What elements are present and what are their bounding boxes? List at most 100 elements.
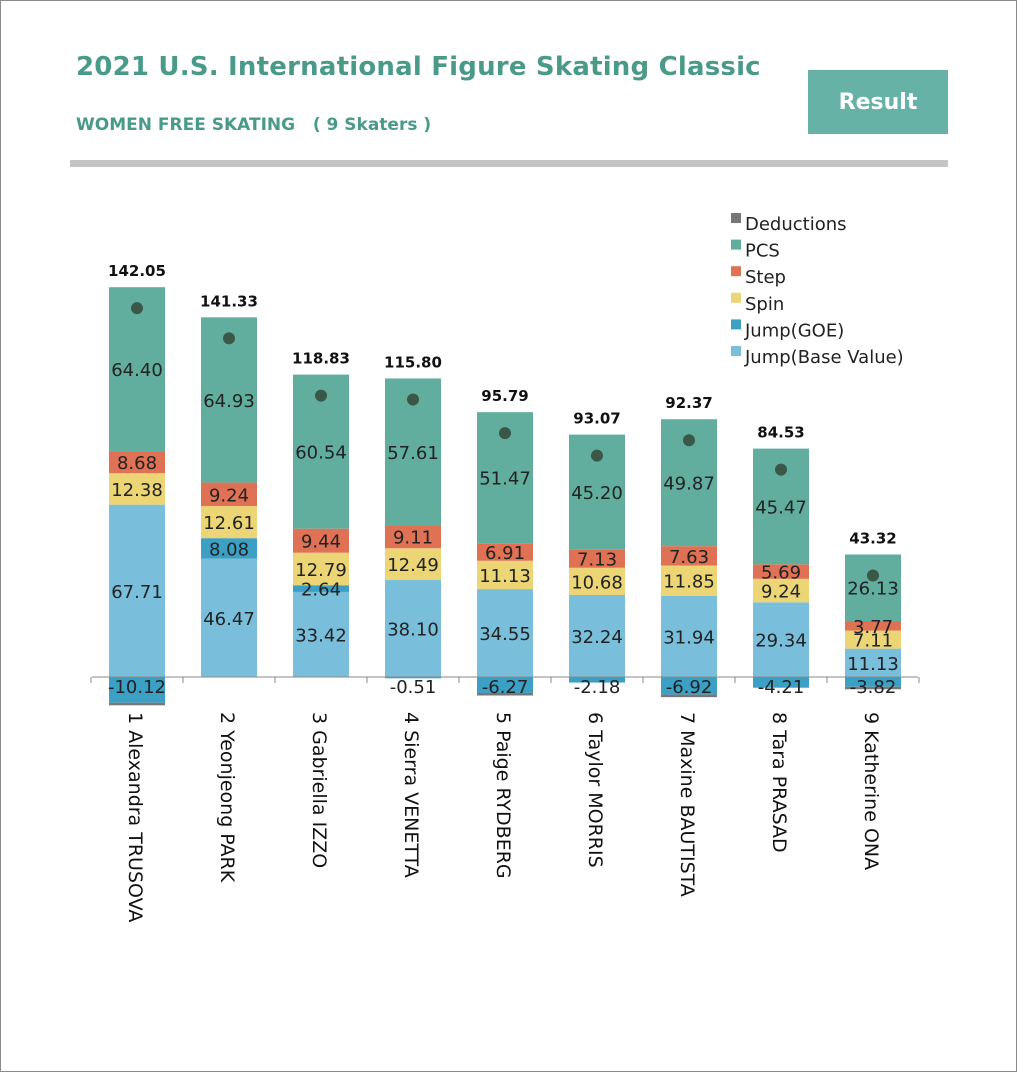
bar-spin-8	[753, 578, 809, 603]
category-label-3: 3 Gabriella IZZO	[308, 712, 330, 868]
total-marker-6	[591, 449, 603, 462]
label-jump-base-9: 11.13	[847, 654, 899, 675]
legend-label-deductions: Deductions	[745, 214, 847, 235]
bar-pcs-2	[201, 317, 257, 483]
total-marker-1	[131, 302, 143, 315]
bar-step-4	[385, 525, 441, 549]
bar-spin-3	[293, 552, 349, 586]
label-jump-base-2: 46.47	[203, 609, 255, 630]
bar-step-9	[845, 620, 901, 631]
label-pcs-6: 45.20	[571, 483, 623, 504]
bar-jump-goe-5	[477, 677, 533, 693]
bar-step-8	[753, 564, 809, 579]
label-jump-goe-2: 8.08	[209, 539, 249, 560]
bar-jump-goe-1	[109, 677, 165, 703]
label-jump-base-8: 29.34	[755, 631, 807, 652]
bar-spin-7	[661, 565, 717, 596]
legend-label-step: Step	[745, 267, 786, 288]
label-step-8: 5.69	[761, 563, 801, 584]
label-jump-goe-8: -4.21	[758, 677, 805, 698]
bar-spin-9	[845, 630, 901, 649]
label-pcs-9: 26.13	[847, 579, 899, 600]
legend-label-jump-goe: Jump(GOE)	[744, 320, 844, 341]
label-jump-base-4: 38.10	[387, 620, 439, 641]
bar-deductions-1	[109, 702, 165, 706]
bar-step-6	[569, 549, 625, 568]
category-label-8: 8 Tara PRASAD	[768, 712, 790, 853]
bar-pcs-9	[845, 554, 901, 621]
category-label-1: 1 Alexandra TRUSOVA	[124, 712, 146, 922]
legend-swatch-deductions	[731, 213, 741, 223]
bar-spin-5	[477, 560, 533, 590]
total-label-6: 93.07	[573, 410, 620, 428]
bar-jump-goe-3	[293, 585, 349, 592]
total-label-8: 84.53	[757, 424, 804, 442]
total-label-9: 43.32	[849, 529, 896, 547]
bar-jump-base-4	[385, 580, 441, 677]
label-spin-2: 12.61	[203, 513, 255, 534]
label-spin-8: 9.24	[761, 582, 801, 603]
header-divider	[70, 160, 948, 167]
bar-pcs-1	[109, 287, 165, 452]
category-label-2: 2 Yeonjeong PARK	[216, 712, 238, 883]
chart-title: 2021 U.S. International Figure Skating C…	[76, 52, 761, 82]
legend-swatch-pcs	[731, 239, 741, 250]
bar-spin-1	[109, 473, 165, 505]
label-jump-base-7: 31.94	[663, 627, 715, 648]
bar-jump-base-3	[293, 591, 349, 677]
legend-swatch-jump-base	[731, 346, 741, 356]
legend-label-jump-base: Jump(Base Value)	[744, 347, 904, 368]
total-marker-9	[867, 569, 879, 582]
label-step-2: 9.24	[209, 485, 249, 506]
category-label-5: 5 Paige RYDBERG	[492, 712, 514, 879]
bar-jump-base-5	[477, 589, 533, 677]
label-jump-base-5: 34.55	[479, 624, 531, 645]
label-pcs-1: 64.40	[111, 360, 163, 381]
label-jump-goe-9: -3.82	[850, 677, 897, 698]
bar-jump-base-8	[753, 602, 809, 677]
bar-jump-base-9	[845, 648, 901, 677]
label-pcs-7: 49.87	[663, 474, 715, 495]
label-jump-goe-3: 2.64	[301, 580, 341, 601]
bar-deductions-5	[477, 692, 533, 696]
total-marker-4	[407, 393, 419, 406]
label-spin-6: 10.68	[571, 572, 623, 593]
bar-step-5	[477, 543, 533, 561]
bar-spin-4	[385, 548, 441, 581]
label-spin-1: 12.38	[111, 480, 163, 501]
bar-step-3	[293, 528, 349, 553]
label-spin-4: 12.49	[387, 555, 439, 576]
bar-jump-goe-2	[201, 538, 257, 559]
legend-swatch-step	[731, 266, 741, 277]
total-marker-8	[775, 463, 787, 476]
total-label-1: 142.05	[108, 262, 166, 280]
total-marker-7	[683, 434, 695, 447]
label-spin-9: 7.11	[853, 631, 893, 652]
label-step-5: 6.91	[485, 543, 525, 564]
category-label-7: 7 Maxine BAUTISTA	[676, 712, 698, 897]
label-jump-goe-6: -2.18	[574, 677, 621, 698]
label-jump-base-3: 33.42	[295, 625, 347, 646]
total-label-2: 141.33	[200, 292, 258, 310]
legend-swatch-spin	[731, 292, 741, 303]
bar-spin-6	[569, 567, 625, 595]
total-label-5: 95.79	[481, 387, 528, 405]
label-jump-goe-1: -10.12	[108, 677, 166, 698]
category-label-9: 9 Katherine ONA	[860, 712, 882, 870]
label-step-6: 7.13	[577, 550, 617, 571]
bar-spin-2	[201, 506, 257, 539]
label-jump-goe-4: -0.51	[390, 677, 437, 698]
label-spin-7: 11.85	[663, 572, 715, 593]
label-step-4: 9.11	[393, 528, 433, 549]
bar-jump-goe-9	[845, 677, 901, 687]
bar-jump-goe-6	[569, 677, 625, 683]
result-button[interactable]: Result	[808, 70, 948, 134]
label-pcs-3: 60.54	[295, 443, 347, 464]
legend-label-spin: Spin	[745, 294, 784, 315]
bar-jump-base-1	[109, 504, 165, 677]
bar-jump-goe-7	[661, 677, 717, 695]
label-spin-3: 12.79	[295, 560, 347, 581]
bar-deductions-7	[661, 694, 717, 698]
label-pcs-4: 57.61	[387, 443, 439, 464]
